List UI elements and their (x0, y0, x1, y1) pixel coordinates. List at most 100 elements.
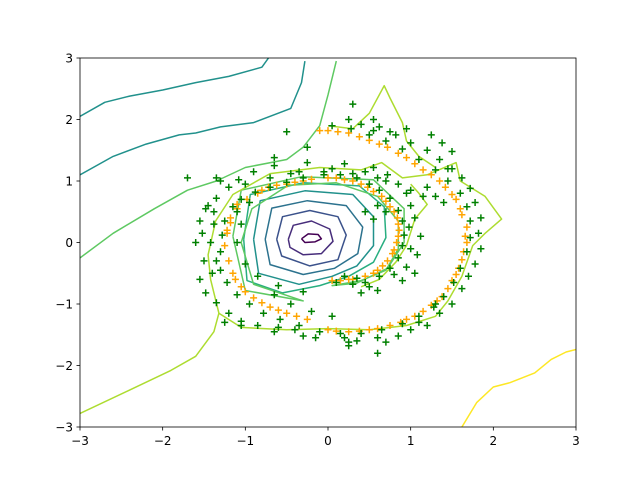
x-tick-label: 3 (572, 434, 580, 448)
scatter-point-s1-178 (415, 318, 423, 326)
scatter-point-s1-2 (221, 217, 229, 225)
scatter-point-s1-62 (328, 165, 336, 173)
scatter-point-s1-92 (212, 194, 220, 202)
scatter-point-s1-120 (312, 334, 320, 342)
scatter-point-s1-156 (386, 128, 394, 136)
scatter-point-s1-109 (413, 251, 421, 259)
scatter-point-s1-72 (198, 229, 206, 237)
scatter-point-s1-30 (276, 315, 284, 323)
scatter-point-s1-56 (210, 220, 218, 228)
scatter-point-s1-104 (432, 192, 439, 200)
scatter-point-s1-90 (196, 217, 204, 225)
scatter-point-s0-75 (227, 219, 234, 227)
scatter-point-s0-9 (324, 174, 332, 182)
y-tick-label: −1 (55, 298, 73, 312)
scatter-point-s0-25 (237, 283, 245, 291)
scatter-point-s1-61 (295, 168, 303, 176)
contour-line-4 (252, 190, 375, 286)
scatter-point-s1-113 (357, 289, 365, 297)
scatter-point-s1-26 (223, 279, 231, 286)
scatter-point-s1-169 (382, 177, 390, 185)
scatter-point-s1-164 (184, 174, 191, 182)
y-tick-label: −3 (55, 421, 73, 435)
scatter-point-s1-73 (200, 257, 208, 265)
scatter-point-s0-56 (332, 174, 340, 182)
scatter-point-s1-20 (386, 264, 394, 272)
scatter-point-s0-31 (345, 328, 353, 336)
scatter-point-s0-82 (379, 262, 387, 270)
scatter-point-s1-87 (375, 123, 383, 131)
scatter-point-s1-88 (345, 116, 353, 123)
scatter-point-s0-0 (221, 242, 229, 250)
scatter-point-s1-168 (349, 170, 357, 178)
scatter-point-s1-93 (225, 183, 233, 191)
scatter-point-s0-52 (223, 229, 231, 237)
scatter-point-s1-46 (456, 189, 464, 197)
scatter-point-s0-78 (349, 177, 357, 185)
scatter-point-s1-44 (466, 217, 474, 225)
scatter-point-s0-32 (365, 326, 373, 334)
y-tick-label: 0 (65, 236, 73, 250)
scatter-point-s1-111 (398, 277, 406, 285)
scatter-point-s1-180 (374, 349, 382, 357)
scatter-point-s1-80 (458, 285, 466, 293)
scatter-point-s0-50 (334, 128, 342, 136)
scatter-point-s1-5 (251, 188, 259, 196)
scatter-point-s1-114 (196, 275, 204, 283)
scatter-point-s0-46 (411, 160, 419, 168)
scatter-point-s0-72 (419, 166, 427, 174)
scatter-point-s1-25 (217, 266, 224, 274)
scatter-point-s0-73 (384, 143, 391, 151)
scatter-point-s1-99 (370, 164, 377, 171)
scatter-point-s1-60 (266, 174, 274, 182)
scatter-point-s1-3 (229, 203, 237, 211)
scatter-point-s0-26 (250, 294, 258, 302)
scatter-point-s1-165 (270, 154, 278, 162)
scatter-point-s1-83 (471, 199, 479, 206)
scatter-point-s0-6 (273, 181, 281, 189)
scatter-point-s0-47 (394, 149, 402, 157)
scatter-point-s1-1 (218, 231, 226, 239)
scatter-point-s1-128 (466, 184, 474, 192)
contour-line-9 (80, 58, 270, 118)
scatter-point-s1-153 (349, 100, 357, 108)
scatter-point-s1-45 (463, 203, 471, 211)
scatter-point-s1-58 (208, 269, 216, 277)
scatter-point-s0-48 (375, 140, 383, 148)
scatter-point-s1-36 (398, 320, 406, 328)
scatter-point-s1-85 (436, 156, 444, 163)
scatter-point-s1-139 (270, 291, 278, 299)
scatter-point-s0-80 (393, 214, 401, 222)
scatter-point-s1-50 (398, 145, 406, 153)
scatter-point-s1-54 (328, 122, 336, 130)
scatter-point-s0-16 (394, 232, 402, 240)
scatter-point-s0-24 (229, 269, 237, 277)
y-tick-label: 1 (65, 175, 73, 189)
scatter-point-s0-14 (390, 208, 398, 216)
scatter-point-s1-158 (427, 131, 435, 139)
scatter-point-s1-66 (407, 245, 415, 253)
contour-line-7 (80, 60, 338, 259)
scatter-point-s0-38 (452, 271, 460, 278)
axes: −3 −2 −1 0 1 2 3 −3 −2 −1 0 1 2 3 (55, 52, 580, 449)
scatter-point-s0-7 (291, 178, 299, 186)
scatter-point-s1-21 (375, 272, 383, 280)
scatter-point-s1-81 (471, 260, 479, 268)
scatter-point-s1-89 (192, 239, 200, 246)
scatter-point-s1-67 (403, 263, 410, 271)
scatter-point-s0-74 (345, 129, 353, 137)
scatter-point-s0-70 (461, 232, 469, 240)
scatter-markers (184, 100, 485, 357)
scatter-point-s1-141 (308, 307, 315, 315)
scatter-point-s1-112 (374, 287, 382, 294)
scatter-point-s1-131 (392, 131, 400, 139)
scatter-point-s0-10 (341, 176, 348, 184)
scatter-point-s1-135 (237, 220, 245, 228)
scatter-point-s1-98 (341, 160, 348, 168)
scatter-point-s1-23 (349, 280, 357, 288)
scatter-point-s1-59 (241, 180, 249, 188)
scatter-point-s1-132 (357, 120, 365, 128)
scatter-point-s1-110 (411, 269, 419, 277)
scatter-point-s1-144 (274, 282, 282, 290)
